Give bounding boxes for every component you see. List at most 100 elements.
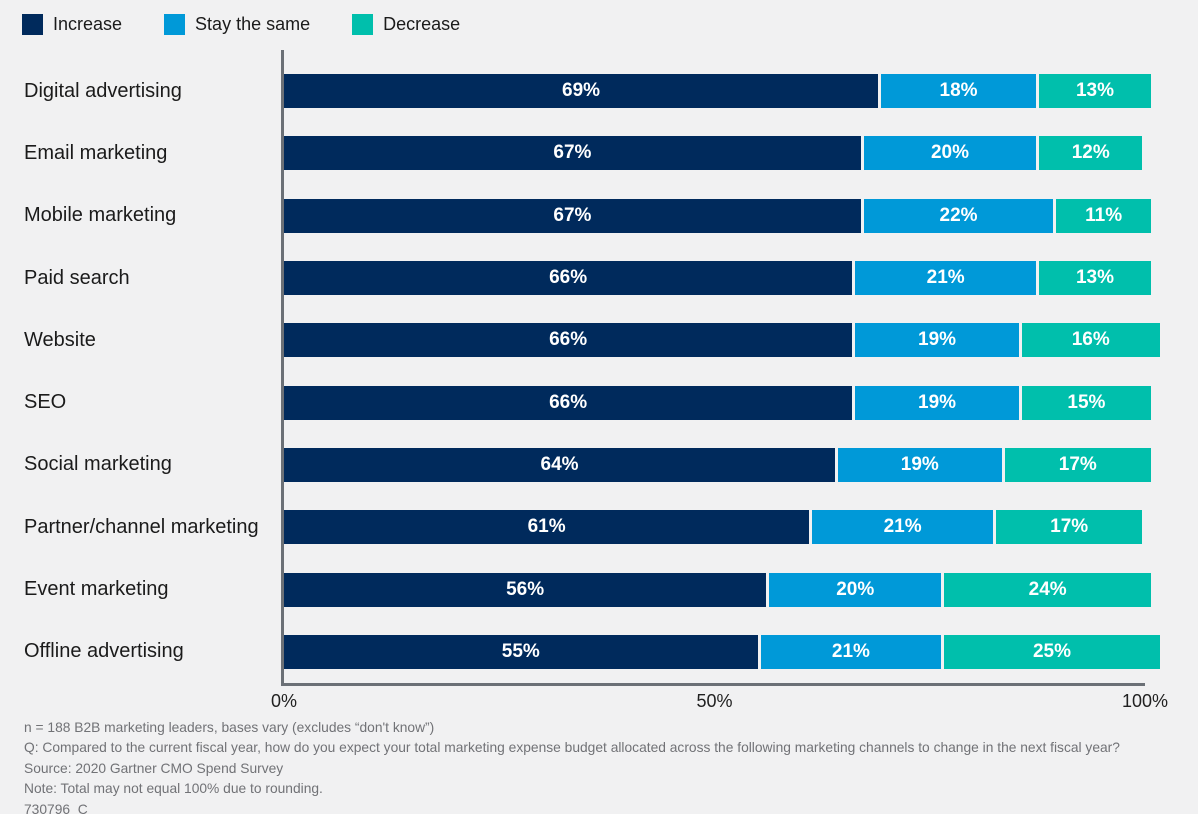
bar-segment-decrease: 16%	[1021, 323, 1160, 358]
bar-value-label: 66%	[549, 329, 588, 351]
bar-value-label: 69%	[562, 80, 601, 102]
bar-value-label: 12%	[1071, 142, 1110, 164]
category-label-email-marketing: Email marketing	[24, 141, 168, 164]
bar-value-label: 67%	[553, 204, 592, 226]
bar-row-email-marketing: 67% 20% 12%	[284, 122, 1145, 184]
bar-value-label: 22%	[939, 204, 978, 226]
category-labels-column: Digital advertising Email marketing Mobile…	[0, 50, 281, 686]
bar-segment-increase: 64%	[284, 447, 836, 482]
bar-segment-stay-the-same: 18%	[881, 74, 1037, 109]
x-tick-50: 50%	[696, 690, 733, 711]
bar-segment-stay-the-same: 20%	[769, 572, 942, 607]
footnote-rounding: Note: Total may not equal 100% due to ro…	[24, 781, 323, 797]
bar-segment-stay-the-same: 20%	[863, 136, 1037, 171]
bar-segment-increase: 56%	[284, 572, 767, 607]
footnote-question: Q: Compared to the current fiscal year, …	[24, 740, 1120, 756]
bar-segment-stay-the-same: 19%	[838, 447, 1002, 482]
bar-value-label: 64%	[540, 453, 579, 475]
bar-value-label: 66%	[549, 267, 588, 289]
legend-item-increase: Increase	[22, 14, 122, 35]
bar-value-label: 55%	[501, 640, 540, 662]
bar-segment-increase: 66%	[284, 261, 853, 296]
bar-segment-increase: 66%	[284, 385, 853, 420]
footnote-source: Source: 2020 Gartner CMO Spend Survey	[24, 760, 284, 776]
bar-value-label: 19%	[918, 329, 957, 351]
legend-swatch-increase-icon	[22, 14, 43, 35]
bar-value-label: 19%	[918, 391, 957, 413]
bar-row-paid-search: 66% 21% 13%	[284, 247, 1151, 309]
footnote-document-id: 730796_C	[24, 801, 88, 814]
category-label-social-marketing: Social marketing	[24, 453, 172, 476]
x-tick-100: 100%	[1121, 690, 1169, 711]
legend-item-decrease: Decrease	[352, 14, 460, 35]
bar-segment-stay-the-same: 22%	[863, 198, 1054, 233]
bar-segment-increase: 67%	[284, 198, 861, 233]
legend-swatch-stay-the-same-icon	[164, 14, 186, 35]
plot-area: 69% 18% 13% 67% 20% 12% 67% 22% 11% 66% 21% 13% 66% 1…	[281, 50, 1160, 686]
bar-row-social-marketing: 64% 19% 17%	[284, 434, 1151, 496]
bar-segment-increase: 69%	[284, 74, 879, 109]
bar-row-event-marketing: 56% 20% 24%	[284, 558, 1151, 620]
bar-segment-stay-the-same: 19%	[855, 385, 1019, 420]
bar-segment-decrease: 13%	[1039, 74, 1151, 109]
bar-segment-increase: 67%	[284, 136, 861, 171]
bar-value-label: 67%	[553, 142, 592, 164]
bar-row-digital-advertising: 69% 18% 13%	[284, 60, 1151, 122]
x-tick-0: 0%	[270, 690, 298, 711]
category-label-digital-advertising: Digital advertising	[24, 79, 182, 102]
bar-segment-stay-the-same: 21%	[855, 261, 1037, 296]
footnote-sample-size: n = 188 B2B marketing leaders, bases var…	[24, 719, 435, 735]
legend-swatch-decrease-icon	[352, 14, 374, 35]
bar-value-label: 21%	[926, 267, 965, 289]
bar-value-label: 17%	[1050, 516, 1089, 538]
bar-value-label: 61%	[527, 516, 566, 538]
bar-value-label: 18%	[939, 80, 978, 102]
bar-segment-stay-the-same: 21%	[812, 510, 993, 545]
bar-value-label: 15%	[1067, 391, 1106, 413]
category-label-website: Website	[24, 328, 96, 351]
bar-value-label: 24%	[1028, 578, 1067, 600]
bar-segment-increase: 61%	[284, 510, 810, 545]
bar-segment-decrease: 15%	[1021, 385, 1151, 420]
bar-value-label: 66%	[549, 391, 588, 413]
bar-row-mobile-marketing: 67% 22% 11%	[284, 185, 1151, 247]
category-label-event-marketing: Event marketing	[24, 578, 169, 601]
bar-segment-decrease: 25%	[944, 634, 1160, 669]
bar-segment-stay-the-same: 21%	[760, 634, 942, 669]
bar-row-offline-advertising: 55% 21% 25%	[284, 621, 1160, 683]
bar-value-label: 21%	[883, 516, 922, 538]
category-label-seo: SEO	[24, 391, 67, 414]
bar-value-label: 13%	[1075, 267, 1115, 289]
category-label-offline-advertising: Offline advertising	[24, 640, 184, 663]
bar-value-label: 19%	[900, 453, 939, 475]
bar-segment-increase: 55%	[284, 634, 758, 669]
bar-row-partner-channel-marketing: 61% 21% 17%	[284, 496, 1145, 558]
bar-segment-increase: 66%	[284, 323, 853, 358]
legend-label-stay-the-same: Stay the same	[195, 14, 311, 34]
bar-row-seo: 66% 19% 15%	[284, 371, 1151, 433]
category-label-mobile-marketing: Mobile marketing	[24, 204, 177, 227]
bar-value-label: 25%	[1032, 640, 1071, 662]
legend: Increase Stay the same Decrease	[0, 0, 1198, 35]
bar-value-label: 16%	[1071, 329, 1110, 351]
bar-segment-decrease: 11%	[1056, 198, 1151, 233]
bar-segment-decrease: 24%	[944, 572, 1151, 607]
bar-value-label: 21%	[831, 640, 870, 662]
stacked-bar-chart: Digital advertising Email marketing Mobile…	[0, 50, 1198, 686]
x-axis-ticks: 0% 50% 100%	[271, 686, 1168, 712]
bar-value-label: 56%	[506, 578, 545, 600]
bar-value-label: 11%	[1085, 204, 1123, 226]
category-label-paid-search: Paid search	[24, 266, 130, 289]
bar-value-label: 13%	[1075, 80, 1115, 102]
bar-value-label: 20%	[930, 142, 969, 164]
bar-segment-decrease: 12%	[1039, 136, 1143, 171]
legend-item-stay-the-same: Stay the same	[164, 14, 310, 35]
bar-value-label: 20%	[836, 578, 875, 600]
bar-segment-decrease: 17%	[1004, 447, 1151, 482]
bar-segment-stay-the-same: 19%	[855, 323, 1019, 358]
bar-segment-decrease: 13%	[1039, 261, 1151, 296]
bar-segment-decrease: 17%	[996, 510, 1143, 545]
bar-value-label: 17%	[1058, 453, 1097, 475]
bar-row-website: 66% 19% 16%	[284, 309, 1160, 371]
